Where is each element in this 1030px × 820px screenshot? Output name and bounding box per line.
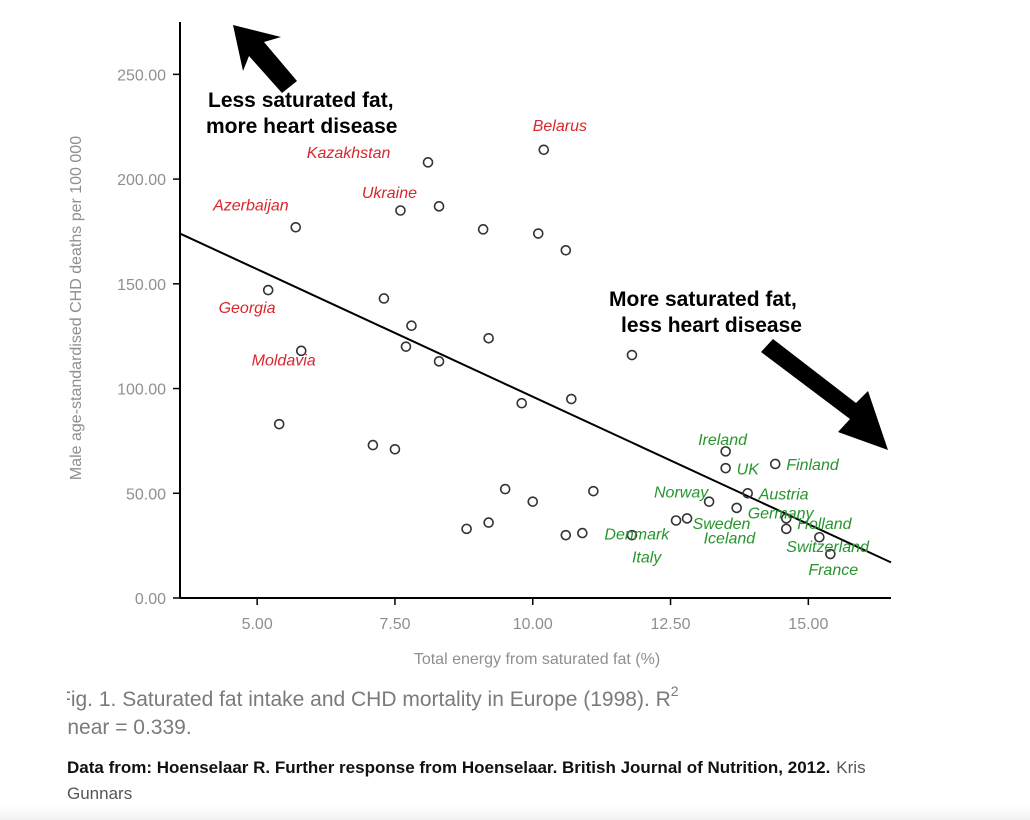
data-point [703,496,715,507]
x-axis-title: Total energy from saturated fat (%) [414,651,660,668]
y-tick-label: 250.00 [117,67,166,84]
credit-author: Kris Gunnars [67,758,866,803]
arrow-up-left-icon [233,25,297,93]
figure-caption-line2: linear = 0.339. [58,716,192,739]
country-label: Ireland [698,432,748,449]
country-label: UK [737,461,761,478]
data-point [577,527,588,539]
country-label: Holland [797,516,852,533]
x-tick-label: 12.50 [651,616,691,633]
data-point [566,393,577,405]
data-point [516,397,528,409]
data-point [433,356,445,367]
y-axis-title: Male age-standardised CHD deaths per 100… [68,136,85,480]
caption-left-crop [0,680,67,745]
country-label: Azerbaijan [212,198,289,215]
y-tick-label: 100.00 [117,382,166,399]
data-point [273,418,285,430]
data-point [588,485,599,497]
y-tick-label: 0.00 [135,591,166,608]
annotation-more-fat-line1: More saturated fat, [609,288,797,311]
data-point [769,458,781,470]
country-label: Italy [632,549,662,566]
data-point [780,513,792,524]
country-label: Belarus [533,118,587,135]
arrow-down-right-icon [761,339,888,450]
data-point [825,548,836,560]
data-point [560,245,572,256]
x-tick-label: 5.00 [242,616,273,633]
data-point [681,513,693,524]
data-point [626,529,638,541]
figure-caption-line1: Fig. 1. Saturated fat intake and CHD mor… [58,683,679,711]
country-label: Denmark [604,526,670,543]
page-bottom-edge [0,806,1030,820]
caption-text: Fig. 1. Saturated fat intake and CHD mor… [58,688,671,711]
country-label: Austria [758,487,809,504]
data-point [670,515,682,526]
data-point [406,320,417,332]
scatter-chart: 5.00 7.50 10.00 12.50 15.00 0.00 50.00 100.00 15… [0,22,892,745]
axes: 5.00 7.50 10.00 12.50 15.00 0.00 50.00 100.00 15… [117,22,891,633]
country-label: Ukraine [362,185,417,202]
country-label: Switzerland [786,539,870,556]
country-label: Iceland [704,531,757,548]
data-point [389,443,401,455]
annotation-more-fat-line2: less heart disease [621,314,802,337]
data-point [527,496,539,507]
data-point [295,345,307,357]
country-label: Moldavia [252,353,316,370]
x-tick-label: 7.50 [379,616,410,633]
data-point [262,284,274,296]
annotation-less-fat-line1: Less saturated fat, [208,89,394,112]
data-point [742,487,753,499]
data-points [262,144,836,560]
data-point [780,523,792,535]
data-point [461,523,472,535]
data-point [477,224,489,235]
data-point [400,341,412,352]
data-point [731,502,742,514]
data-point [720,446,731,457]
data-point [532,228,544,239]
trendline-group [179,232,892,564]
data-point [626,349,638,361]
data-point [433,201,445,212]
country-label: Georgia [219,300,276,317]
source-credit: Data from: Hoenselaar R. Further respons… [67,755,927,807]
data-point [720,462,731,474]
country-label: Sweden [693,516,751,533]
country-label: France [808,562,858,579]
data-point [538,144,550,156]
data-point [499,483,511,495]
credit-citation: Data from: Hoenselaar R. Further respons… [67,758,831,777]
country-label: Kazakhstan [307,145,391,162]
y-tick-label: 200.00 [117,172,166,189]
x-tick-label: 10.00 [513,616,553,633]
data-point [378,293,390,304]
trendline [179,232,892,564]
country-label: Finland [786,457,840,474]
y-tick-label: 50.00 [126,486,166,503]
y-tick-label: 150.00 [117,277,166,294]
data-point [483,332,494,344]
data-point [367,439,379,451]
data-point [395,205,406,216]
data-point [422,157,434,168]
country-labels: Belarus Kazakhstan Ukraine Azerbaijan Georgi… [212,118,870,579]
caption-superscript: 2 [671,683,679,699]
data-point [814,531,825,543]
x-tick-label: 15.00 [788,616,828,633]
country-label: Germany [748,505,815,522]
country-label: Norway [654,484,709,501]
data-point [483,517,494,528]
annotation-arrows [233,25,888,450]
data-point [290,221,302,233]
data-point [560,529,572,541]
annotation-less-fat-line2: more heart disease [206,115,397,138]
